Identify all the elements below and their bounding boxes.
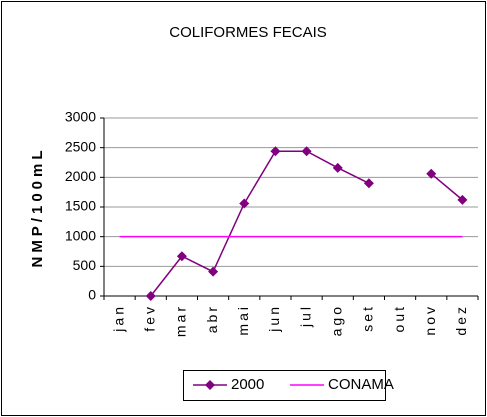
point-marker [270,146,281,157]
point-marker [332,162,343,173]
point-marker [145,291,156,301]
chart-title: COLIFORMES FECAIS [169,24,327,41]
x-tick-label: mai [235,304,251,336]
x-tick-label: out [391,304,407,332]
x-tick-label: abr [204,304,220,333]
series-line [430,173,463,201]
y-axis-label: NMP/100mL [29,146,46,267]
y-tick-label: 500 [73,257,97,273]
x-tick-label: jun [266,304,282,333]
x-tick-label: mar [173,304,189,337]
x-tick-label: nov [422,304,438,336]
x-tick-label: jul [297,304,313,328]
y-tick-label: 1500 [65,198,96,214]
y-tick-label: 3000 [65,109,96,125]
y-tick-label: 2500 [65,138,96,154]
x-tick-label: fev [141,304,157,332]
point-marker [208,266,219,277]
point-marker [363,178,374,189]
legend-marker [205,380,215,390]
y-tick-label: 1000 [65,227,96,243]
point-marker [426,168,437,179]
point-marker [239,198,250,209]
x-tick-label: set [360,304,376,332]
series-line [150,150,370,297]
x-tick-label: ago [328,304,344,336]
y-tick-label: 2000 [65,168,96,184]
point-marker [301,146,312,157]
y-tick-label: 0 [88,287,96,303]
point-marker [457,194,468,205]
x-tick-label: jan [110,304,126,333]
point-marker [176,251,187,262]
legend-label: 2000 [231,376,264,393]
x-tick-label: dez [453,304,469,336]
legend-label: CONAMA [328,376,394,393]
